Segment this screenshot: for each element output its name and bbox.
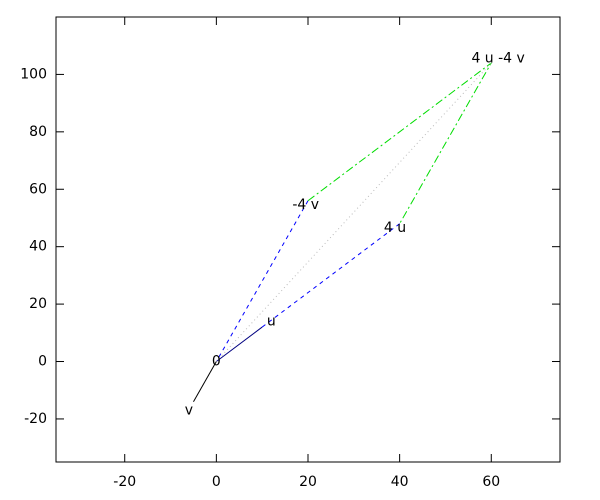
y-tick-label: 80 xyxy=(29,124,47,140)
vector-line xyxy=(193,361,217,402)
vector-line xyxy=(307,62,492,224)
y-tick-label: 60 xyxy=(29,181,47,197)
plot-border xyxy=(55,16,561,463)
vector-line xyxy=(215,200,400,362)
point-label: -4 v xyxy=(292,197,319,213)
x-tick-label: 60 xyxy=(482,474,500,490)
x-tick-label: 40 xyxy=(391,474,409,490)
y-tick-label: 40 xyxy=(29,239,47,255)
y-tick-label: 0 xyxy=(38,354,47,370)
point-label: 0 xyxy=(212,354,221,370)
point-label: v xyxy=(185,402,193,418)
x-tick-label: 20 xyxy=(299,474,317,490)
x-tick-label: 0 xyxy=(212,474,221,490)
y-tick-label: 100 xyxy=(20,66,47,82)
y-tick-label: -20 xyxy=(24,411,47,427)
vector-line xyxy=(216,326,263,362)
point-label: u xyxy=(267,313,276,329)
x-tick-label: -20 xyxy=(113,474,136,490)
vector-line xyxy=(215,62,492,362)
point-label: 4 u xyxy=(384,220,406,236)
y-tick-label: 20 xyxy=(29,296,47,312)
point-label: 4 u -4 v xyxy=(471,51,524,67)
